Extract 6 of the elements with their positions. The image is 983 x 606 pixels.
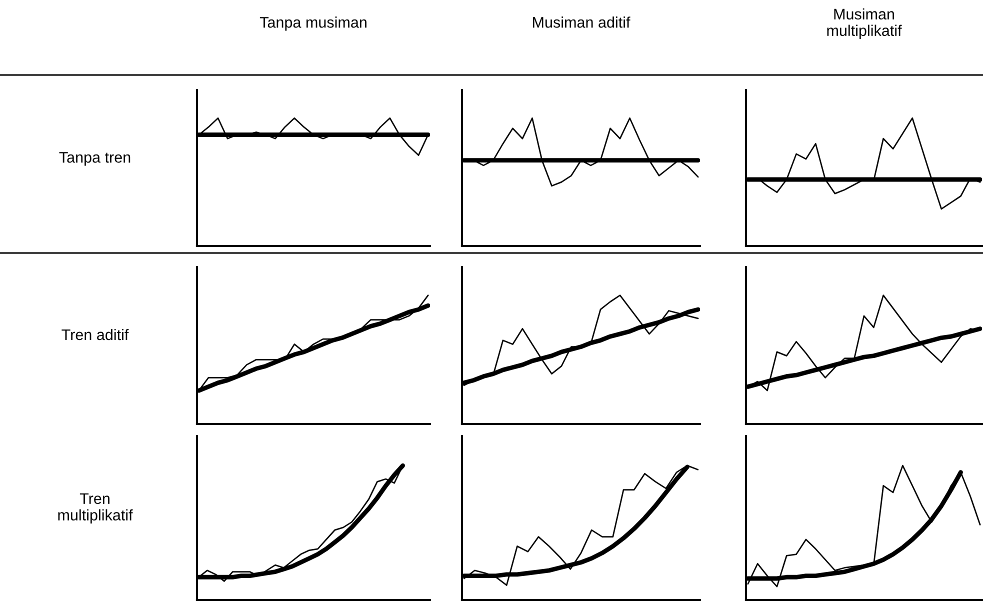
- chart-title: Musiman multiplikatif: [827, 8, 902, 40]
- y-axis-title: Tren multiplikatif: [58, 493, 133, 524]
- chart-title: Musiman aditif: [533, 16, 630, 28]
- y-axis-title: Tren aditif: [62, 328, 129, 340]
- y-axis-title: Tanpa tren: [59, 152, 130, 166]
- chart-title: Tanpa musiman: [260, 16, 366, 31]
